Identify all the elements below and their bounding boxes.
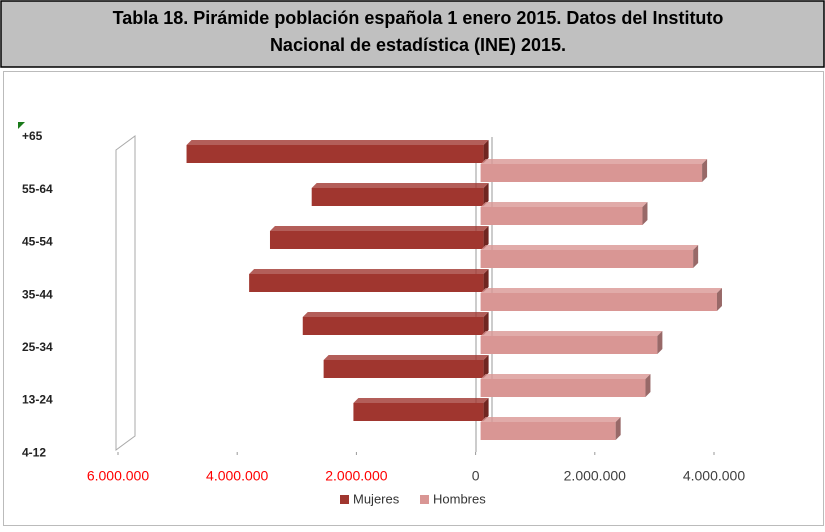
bar-top xyxy=(480,245,699,250)
bar-side xyxy=(483,312,489,335)
bar-top xyxy=(249,269,489,274)
bar-side xyxy=(483,355,489,378)
bar-side xyxy=(483,183,489,206)
bar-top xyxy=(302,312,489,317)
bar-side xyxy=(483,269,489,292)
y-tick-label: +65 xyxy=(22,129,43,143)
bar-top xyxy=(480,417,621,422)
legend-label: Hombres xyxy=(433,491,486,506)
x-tick-label: 6.000.000 xyxy=(87,468,149,484)
title-box xyxy=(0,0,825,68)
bar-top xyxy=(480,374,651,379)
y-tick-label: 4-12 xyxy=(22,445,46,459)
bar xyxy=(480,336,658,354)
chart-title: Tabla 18. Pirámide población española 1 … xyxy=(113,8,724,28)
bar-top xyxy=(480,331,663,336)
bar xyxy=(480,379,646,397)
bar-top xyxy=(323,355,489,360)
bar-side xyxy=(483,398,489,421)
y-tick-label: 25-34 xyxy=(22,340,53,354)
x-tick-label: 2.000.000 xyxy=(564,468,626,484)
bar-top xyxy=(480,159,708,164)
x-tick-label: 2.000.000 xyxy=(325,468,387,484)
bar xyxy=(269,231,484,249)
x-tick-label: 4.000.000 xyxy=(206,468,268,484)
bar xyxy=(480,293,717,311)
legend-swatch xyxy=(340,495,349,504)
bar-side xyxy=(483,226,489,249)
bar xyxy=(311,188,484,206)
marker xyxy=(18,122,25,129)
bar-side xyxy=(645,374,651,397)
legend-label: Mujeres xyxy=(353,491,400,506)
wall xyxy=(115,135,136,451)
x-tick-label: 0 xyxy=(472,468,480,484)
bar xyxy=(480,422,616,440)
bar xyxy=(480,250,694,268)
bar-side xyxy=(642,202,648,225)
legend-swatch xyxy=(420,495,429,504)
y-tick-label: 13-24 xyxy=(22,393,53,407)
bar xyxy=(480,207,643,225)
y-tick-label: 35-44 xyxy=(22,287,53,301)
bar-top xyxy=(186,140,489,145)
y-tick-label: 55-64 xyxy=(22,182,53,196)
bar-top xyxy=(311,183,489,188)
bar-side xyxy=(483,140,489,163)
y-tick-label: 45-54 xyxy=(22,235,53,249)
bar-side xyxy=(657,331,663,354)
bar xyxy=(302,317,484,335)
bar-top xyxy=(480,288,722,293)
chart-title: Nacional de estadística (INE) 2015. xyxy=(270,35,566,55)
bar-side xyxy=(693,245,699,268)
bar xyxy=(480,164,703,182)
bar xyxy=(353,403,484,421)
bar-top xyxy=(269,226,489,231)
bar-top xyxy=(353,398,489,403)
bar-side xyxy=(716,288,722,311)
bar xyxy=(323,360,484,378)
x-tick-label: 4.000.000 xyxy=(683,468,745,484)
bar xyxy=(249,274,484,292)
bar-side xyxy=(702,159,708,182)
bar-side xyxy=(615,417,621,440)
bar xyxy=(186,145,484,163)
chart-border xyxy=(3,71,824,526)
bar-top xyxy=(480,202,648,207)
